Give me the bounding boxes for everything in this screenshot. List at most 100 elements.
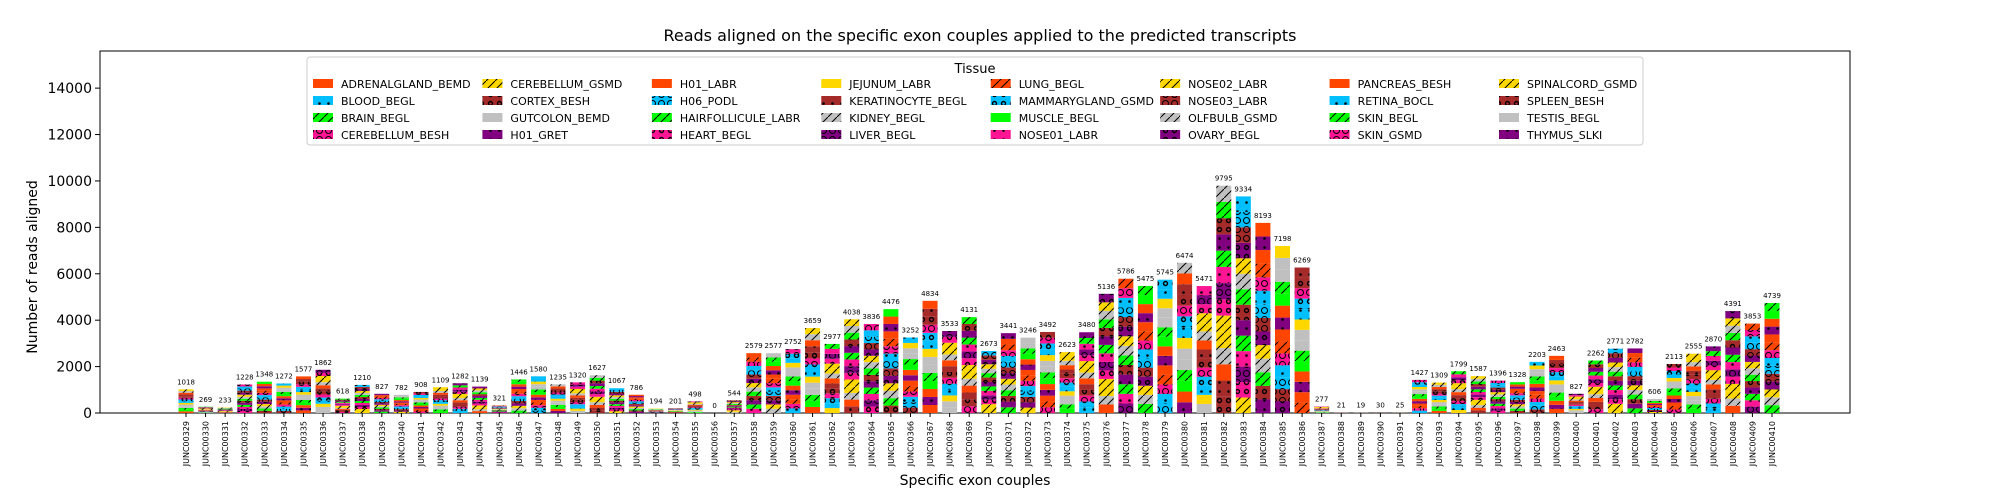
bar-segment xyxy=(1647,409,1663,411)
bar-segment xyxy=(589,380,605,384)
bar-segment xyxy=(1196,340,1212,350)
bar-total-label: 3480 xyxy=(1078,321,1096,329)
bar-segment xyxy=(1470,397,1486,400)
bar-total-label: 1348 xyxy=(255,371,273,379)
bar-segment xyxy=(687,410,703,412)
bar-segment xyxy=(883,390,899,399)
bar-segment xyxy=(1666,398,1682,403)
bar-segment xyxy=(785,381,801,386)
bar-segment xyxy=(1451,374,1467,378)
bar-segment xyxy=(1235,242,1251,259)
bar-segment xyxy=(1627,362,1643,367)
bar-segment xyxy=(1098,319,1114,328)
bar-segment xyxy=(981,368,997,374)
bar-segment xyxy=(178,399,194,402)
bar-segment xyxy=(374,407,390,409)
bar-segment xyxy=(1607,362,1623,368)
bar-total-label: 1228 xyxy=(236,374,254,382)
bar-segment xyxy=(393,401,409,403)
bar-segment xyxy=(961,344,977,352)
bar-segment xyxy=(1235,304,1251,321)
x-tick-label: JUNC00335 xyxy=(299,421,308,467)
bar-segment xyxy=(511,381,527,385)
x-tick-label: JUNC00337 xyxy=(339,421,348,467)
bar-segment xyxy=(1549,368,1565,373)
bar-segment xyxy=(1451,410,1467,413)
bar-segment xyxy=(942,395,958,402)
x-tick-label: JUNC00382 xyxy=(1220,421,1229,467)
bar-segment xyxy=(1588,386,1604,391)
bar-segment xyxy=(374,393,390,396)
bar-segment xyxy=(687,408,703,410)
bar-total-label: 3492 xyxy=(1039,321,1057,329)
bar-total-label: 2113 xyxy=(1665,353,1683,361)
bar-segment xyxy=(1647,406,1663,408)
bar-segment xyxy=(1274,281,1290,294)
bar-segment xyxy=(1686,387,1702,392)
bar-segment xyxy=(530,405,546,408)
x-tick-label: JUNC00350 xyxy=(593,421,602,467)
bar-segment xyxy=(1216,218,1232,235)
bar-segment xyxy=(726,403,742,405)
legend-swatch xyxy=(1499,96,1519,105)
bar-segment xyxy=(1705,389,1721,394)
bar-segment xyxy=(824,363,840,369)
bar-segment xyxy=(922,340,938,349)
bar-segment xyxy=(1255,317,1271,332)
x-tick-label: JUNC00402 xyxy=(1611,421,1620,467)
bar-segment xyxy=(1040,389,1056,396)
bar-segment xyxy=(1470,378,1486,382)
bar-segment xyxy=(511,393,527,397)
bar-segment xyxy=(1137,295,1153,305)
bar-segment xyxy=(1235,351,1251,367)
bar-segment xyxy=(981,399,997,405)
bar-segment xyxy=(511,405,527,409)
bar-segment xyxy=(1177,337,1193,349)
bar-segment xyxy=(1627,399,1643,404)
legend-label: OLFBULB_GSMD xyxy=(1188,112,1277,125)
bar-segment xyxy=(1725,391,1741,399)
bar-segment xyxy=(433,389,449,391)
bar-segment xyxy=(1705,355,1721,361)
bar-segment xyxy=(1549,400,1565,405)
bar-total-label: 19 xyxy=(1356,402,1365,410)
y-tick-label: 10000 xyxy=(47,174,92,190)
bar-segment xyxy=(765,391,781,396)
bar-segment xyxy=(863,330,879,337)
bar-segment xyxy=(1137,304,1153,314)
bar-segment xyxy=(942,377,958,384)
bar-segment xyxy=(1255,399,1271,413)
legend-item: SKIN_BEGL xyxy=(1329,112,1419,125)
bar-segment xyxy=(824,348,840,354)
legend-swatch xyxy=(651,113,672,122)
bar-segment xyxy=(1705,374,1721,380)
bar-segment xyxy=(1529,402,1545,406)
bar-segment xyxy=(276,406,292,409)
bar-segment xyxy=(491,408,507,410)
bar-segment xyxy=(863,393,879,401)
legend-swatch xyxy=(313,79,333,88)
bar-segment xyxy=(589,394,605,397)
bar-segment xyxy=(433,407,449,410)
bar-segment xyxy=(1118,326,1134,337)
bar-segment xyxy=(1020,364,1036,370)
legend-label: RETINA_BOCL xyxy=(1358,95,1435,108)
bar-segment xyxy=(902,369,918,376)
bar-segment xyxy=(1666,388,1682,392)
bar-segment xyxy=(1098,370,1114,379)
bar-segment xyxy=(1118,278,1134,289)
bar-segment xyxy=(1059,399,1075,405)
x-tick-label: JUNC00353 xyxy=(652,421,661,467)
bar-segment xyxy=(1040,378,1056,385)
bar-segment xyxy=(237,400,253,403)
bar-segment xyxy=(1059,373,1075,379)
x-axis: JUNC00329 JUNC00330 JUNC00331 JUNC00332 JUNC… xyxy=(182,413,1777,467)
bar-segment xyxy=(1588,368,1604,372)
legend-item: BRAIN_BEGL xyxy=(313,112,410,125)
bar-segment xyxy=(374,411,390,413)
bar-segment xyxy=(1020,348,1036,354)
legend-swatch xyxy=(1329,130,1350,139)
legend-label: JEJUNUM_LABR xyxy=(848,78,931,91)
bar-segment xyxy=(1294,340,1310,351)
x-tick-label: JUNC00400 xyxy=(1572,421,1581,467)
